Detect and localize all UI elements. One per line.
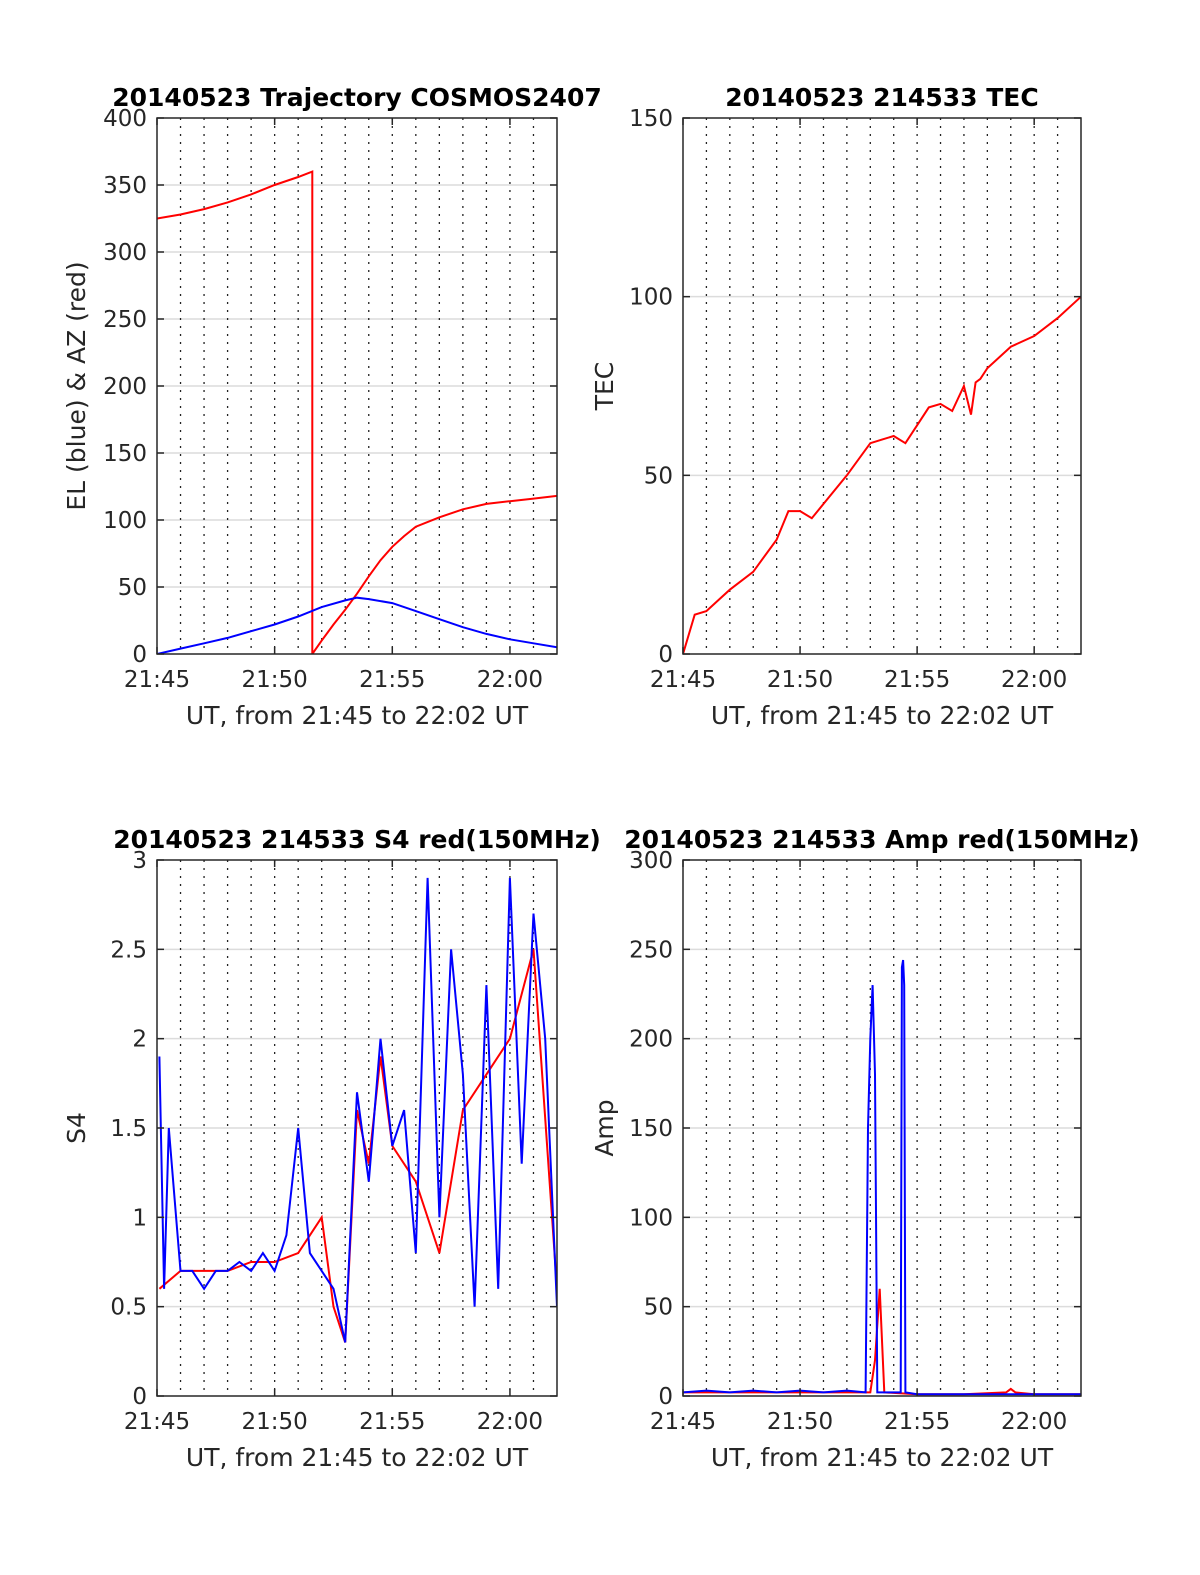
- x-tick-label: 21:50: [767, 1409, 833, 1435]
- axes-frame: [682, 117, 1082, 655]
- panel-s4: 0 0.5 1 1.5 2 2.5 3 21:45 21:50 21:55 22:00 2014052…: [62, 825, 601, 1472]
- panel-tec: 0 50 100 150 21:45 21:50 21:55 22:00 20140523 21…: [590, 83, 1082, 730]
- y-tick-label: 100: [629, 285, 673, 311]
- y-tick-label: 0: [658, 1384, 673, 1410]
- y-tick-label: 100: [629, 1205, 673, 1231]
- series-line-1: [157, 596, 557, 654]
- x-tick-label: 21:50: [767, 667, 833, 693]
- y-tick-label: 0.5: [110, 1295, 147, 1321]
- chart-title: 20140523 214533 S4 red(150MHz): [113, 825, 601, 854]
- chart-title: 20140523 214533 TEC: [725, 83, 1038, 112]
- panel-amp: 0 50 100 150 200 250 300 21:45 21:50 21:55 22:00 20…: [590, 825, 1140, 1472]
- y-tick-label: 50: [644, 1295, 673, 1321]
- series-line-0: [683, 1288, 1081, 1396]
- x-tick-label: 21:50: [241, 1409, 307, 1435]
- y-tick-label: 2.5: [110, 937, 147, 963]
- chart-title: 20140523 Trajectory COSMOS2407: [112, 83, 602, 112]
- x-tick-label: 21:45: [650, 667, 716, 693]
- y-tick-label: 50: [118, 575, 147, 601]
- y-axis-label: S4: [62, 1112, 91, 1144]
- panel-trajectory: 0 50 100 150 200 250 300 350 400 21:45 21:50 21:55 2…: [62, 83, 602, 730]
- series-line-1: [683, 959, 1081, 1396]
- y-tick-label: 250: [629, 937, 673, 963]
- y-tick-label: 50: [644, 463, 673, 489]
- y-tick-label: 400: [103, 106, 147, 132]
- x-axis-label: UT, from 21:45 to 22:02 UT: [186, 1443, 529, 1472]
- x-tick-label: 21:55: [884, 1409, 950, 1435]
- y-tick-label: 100: [103, 508, 147, 534]
- y-tick-label: 150: [629, 106, 673, 132]
- x-axis-label: UT, from 21:45 to 22:02 UT: [711, 701, 1054, 730]
- y-axis-label: EL (blue) & AZ (red): [62, 261, 91, 510]
- x-tick-label: 21:45: [124, 1409, 190, 1435]
- x-tick-label: 21:55: [884, 667, 950, 693]
- y-tick-label: 150: [629, 1116, 673, 1142]
- y-tick-label: 300: [103, 240, 147, 266]
- series-line-1: [158, 877, 557, 1343]
- y-tick-label: 1.5: [110, 1116, 147, 1142]
- y-tick-label: 0: [132, 642, 147, 668]
- x-axis-label: UT, from 21:45 to 22:02 UT: [186, 701, 529, 730]
- x-axis-label: UT, from 21:45 to 22:02 UT: [711, 1443, 1054, 1472]
- x-tick-label: 21:55: [359, 667, 425, 693]
- x-tick-label: 21:45: [650, 1409, 716, 1435]
- y-tick-label: 150: [103, 441, 147, 467]
- y-tick-label: 2: [132, 1027, 147, 1053]
- series-line-0: [157, 170, 557, 654]
- y-tick-label: 0: [658, 642, 673, 668]
- chart-title: 20140523 214533 Amp red(150MHz): [624, 825, 1140, 854]
- y-tick-label: 200: [103, 374, 147, 400]
- y-axis-label: TEC: [590, 362, 619, 412]
- x-tick-label: 22:00: [1001, 667, 1067, 693]
- y-tick-label: 300: [629, 848, 673, 874]
- y-tick-label: 250: [103, 307, 147, 333]
- x-tick-label: 22:00: [477, 1409, 543, 1435]
- x-tick-label: 22:00: [1001, 1409, 1067, 1435]
- x-tick-label: 21:50: [241, 667, 307, 693]
- x-tick-label: 21:55: [359, 1409, 425, 1435]
- y-tick-label: 3: [132, 848, 147, 874]
- series-line-0: [683, 295, 1081, 654]
- y-tick-label: 1: [132, 1205, 147, 1231]
- y-tick-label: 200: [629, 1027, 673, 1053]
- x-tick-label: 22:00: [477, 667, 543, 693]
- x-tick-label: 21:45: [124, 667, 190, 693]
- y-axis-label: Amp: [590, 1099, 619, 1156]
- y-tick-label: 0: [132, 1384, 147, 1410]
- y-tick-label: 350: [103, 173, 147, 199]
